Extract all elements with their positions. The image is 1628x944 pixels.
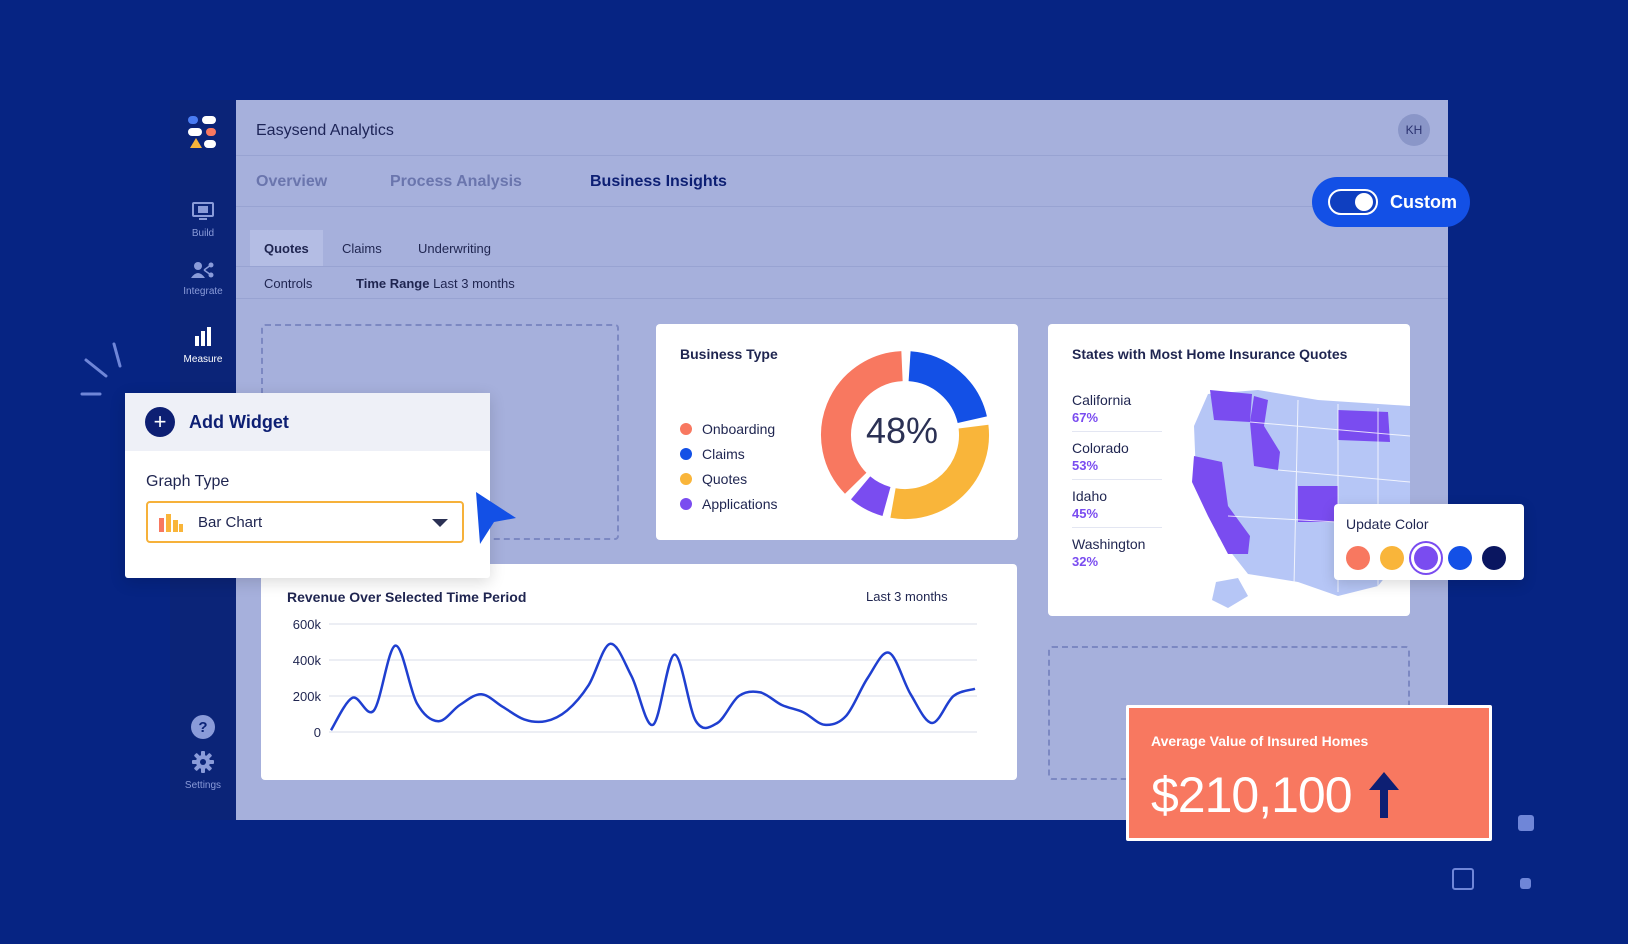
color-swatch-purple[interactable] — [1414, 546, 1438, 570]
state-list: California 67% Colorado 53% Idaho 45% Washi… — [1072, 392, 1162, 575]
color-swatch-yellow[interactable] — [1380, 546, 1404, 570]
chevron-down-icon[interactable] — [432, 519, 448, 527]
legend-item: Quotes — [680, 466, 778, 491]
add-widget-panel: + Add Widget Graph Type Bar Chart — [125, 393, 490, 578]
y-tick-label: 200k — [293, 689, 322, 704]
help-button[interactable]: ? — [170, 714, 236, 743]
donut-chart — [821, 351, 989, 520]
legend-item: Claims — [680, 441, 778, 466]
donut-center-label: 48% — [866, 410, 939, 451]
help-icon: ? — [191, 715, 215, 739]
period-label: Last 3 months — [866, 589, 948, 604]
divider — [236, 206, 1448, 207]
list-item: Washington 32% — [1072, 536, 1146, 569]
list-item: Idaho 45% — [1072, 488, 1162, 528]
easysend-logo — [188, 116, 216, 148]
custom-toggle-button[interactable]: Custom — [1312, 177, 1470, 227]
arrow-up-icon — [1369, 772, 1399, 818]
states-card: States with Most Home Insurance Quotes C… — [1048, 324, 1410, 616]
sidebar-item-label: Build — [191, 228, 215, 239]
average-value-card: Average Value of Insured Homes $210,100 — [1126, 705, 1492, 841]
card-title: Revenue Over Selected Time Period — [287, 589, 527, 605]
cursor-pointer-icon — [476, 492, 516, 544]
donut-slice-claims — [907, 351, 987, 424]
sidebar-item-integrate[interactable]: Integrate — [170, 260, 236, 297]
svg-text:?: ? — [198, 719, 207, 736]
color-swatch-blue[interactable] — [1448, 546, 1472, 570]
color-swatch-navy[interactable] — [1482, 546, 1506, 570]
toggle-switch[interactable] — [1328, 189, 1378, 215]
controls-label[interactable]: Controls — [264, 276, 313, 291]
graph-type-value: Bar Chart — [198, 513, 263, 531]
card-title: States with Most Home Insurance Quotes — [1072, 346, 1348, 362]
subtab-underwriting[interactable]: Underwriting — [418, 240, 491, 256]
graph-type-select[interactable]: Bar Chart — [146, 501, 464, 543]
list-item: California 67% — [1072, 392, 1162, 432]
add-widget-header[interactable]: + Add Widget — [125, 393, 490, 451]
average-value-title: Average Value of Insured Homes — [1151, 733, 1369, 749]
color-swatch-coral[interactable] — [1346, 546, 1370, 570]
map-state-northdakota — [1338, 410, 1390, 442]
tab-overview[interactable]: Overview — [256, 173, 328, 190]
gear-icon — [192, 751, 214, 773]
update-color-panel: Update Color — [1334, 504, 1524, 580]
bar-chart-icon — [195, 327, 211, 346]
business-type-card: Business Type Onboarding Claims Quotes A… — [656, 324, 1018, 540]
legend: Onboarding Claims Quotes Applications — [680, 416, 778, 516]
share-icon — [191, 262, 214, 278]
map-state-idaho — [1250, 396, 1280, 470]
donut-slice-onboarding — [821, 351, 904, 494]
card-title: Business Type — [680, 346, 778, 362]
add-widget-title: Add Widget — [189, 411, 289, 432]
legend-item: Onboarding — [680, 416, 778, 441]
y-tick-label: 400k — [293, 653, 322, 668]
subtab-claims[interactable]: Claims — [342, 240, 382, 256]
sidebar-item-label: Settings — [184, 780, 222, 791]
custom-label: Custom — [1390, 191, 1457, 212]
map-state-colorado — [1298, 486, 1338, 522]
time-range-value: Last 3 months — [433, 276, 515, 291]
sidebar-item-settings[interactable]: Settings — [170, 750, 236, 791]
decoration-square — [1452, 868, 1474, 890]
us-map — [1192, 390, 1410, 608]
sidebar-item-label: Measure — [183, 354, 223, 365]
avatar[interactable]: KH — [1398, 114, 1430, 146]
sidebar-item-measure[interactable]: Measure — [170, 326, 236, 365]
divider — [236, 155, 1448, 156]
donut-slice-applications — [850, 476, 892, 516]
tab-process-analysis[interactable]: Process Analysis — [390, 173, 522, 190]
time-range-filter[interactable]: Time Range Last 3 months — [356, 276, 515, 291]
decoration-square — [1520, 878, 1531, 889]
monitor-icon — [192, 202, 214, 220]
app-title: Easysend Analytics — [256, 122, 394, 139]
decoration-square — [1518, 815, 1534, 831]
update-color-title: Update Color — [1346, 516, 1429, 532]
time-range-label: Time Range — [356, 276, 430, 291]
revenue-series-line — [329, 642, 976, 731]
subtab-quotes[interactable]: Quotes — [250, 230, 323, 266]
y-tick-label: 600k — [293, 617, 322, 632]
revenue-line-chart: 600k 400k 200k 0 — [293, 617, 977, 740]
sidebar-item-build[interactable]: Build — [170, 202, 236, 239]
revenue-card: Revenue Over Selected Time Period Last 3… — [261, 564, 1017, 780]
divider — [236, 266, 1448, 267]
plus-icon[interactable]: + — [145, 407, 175, 437]
donut-slice-quotes — [890, 424, 989, 520]
average-value-amount: $210,100 — [1151, 767, 1353, 823]
y-tick-label: 0 — [314, 725, 321, 740]
map-state-california — [1192, 456, 1250, 554]
graph-type-label: Graph Type — [146, 473, 230, 490]
tab-business-insights[interactable]: Business Insights — [590, 173, 727, 190]
map-state-washington — [1210, 390, 1252, 422]
spark-decoration-icon — [80, 342, 122, 396]
sidebar-item-label: Integrate — [183, 286, 223, 297]
bar-chart-icon — [159, 514, 183, 532]
list-item: Colorado 53% — [1072, 440, 1162, 480]
legend-item: Applications — [680, 491, 778, 516]
divider — [236, 298, 1448, 299]
